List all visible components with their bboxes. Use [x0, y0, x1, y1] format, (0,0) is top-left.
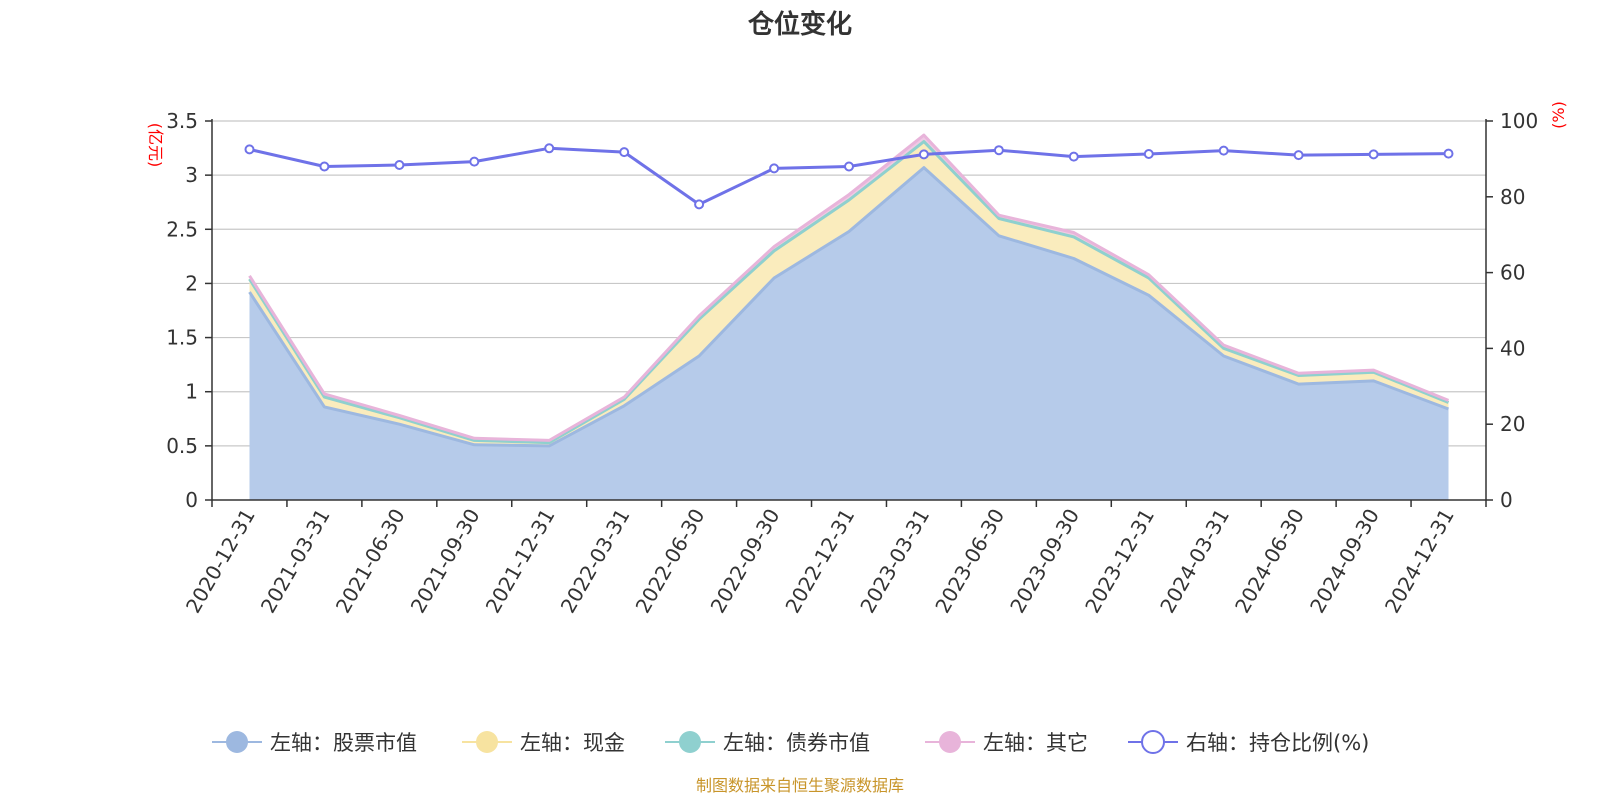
area-2 — [249, 141, 1449, 446]
ratio-point — [993, 145, 1004, 156]
position-ratio-line — [244, 143, 1454, 210]
area-edge-1 — [248, 166, 1450, 448]
left-axis-tick-label: 3.5 — [166, 109, 198, 133]
ratio-point — [1218, 145, 1229, 156]
legend-label: 右轴：持仓比例(%) — [1186, 731, 1369, 755]
legend-label: 左轴：其它 — [983, 731, 1088, 755]
x-axis-tick-label: 2021-06-30 — [331, 505, 410, 618]
area-1 — [249, 167, 1449, 500]
legend-item: 左轴：债券市值 — [665, 731, 870, 755]
x-axis-tick-label: 2023-09-30 — [1005, 505, 1084, 618]
x-axis-tick-label: 2022-06-30 — [631, 505, 710, 618]
legend-filled-circle-icon — [226, 731, 248, 753]
legend-item: 右轴：持仓比例(%) — [1128, 730, 1369, 755]
ratio-point — [394, 160, 405, 170]
ratio-point — [619, 147, 630, 158]
right-axis-tick-label: 20 — [1500, 412, 1525, 436]
legend-label: 左轴：现金 — [520, 731, 625, 755]
legend-label: 左轴：股票市值 — [270, 731, 417, 755]
ratio-point — [844, 161, 854, 172]
ratio-point — [918, 149, 929, 160]
ratio-point — [769, 163, 780, 174]
x-axis-tick-label: 2024-03-31 — [1155, 505, 1234, 618]
ratio-point — [244, 144, 255, 155]
x-axis-tick-label: 2024-06-30 — [1230, 505, 1309, 618]
legend-hollow-circle-icon — [1141, 730, 1165, 754]
left-axis-tick-label: 2 — [185, 271, 198, 295]
area-edge-4 — [248, 133, 1450, 442]
data-source-note: 制图数据来自恒生聚源数据库 — [696, 776, 904, 795]
left-axis-tick-label: 1 — [185, 380, 198, 404]
legend-item: 左轴：其它 — [925, 731, 1088, 755]
right-axis-unit: (%) — [1549, 101, 1568, 129]
x-axis-tick-label: 2024-09-30 — [1305, 505, 1384, 618]
left-axis-tick-label: 0.5 — [166, 434, 198, 458]
x-axis-tick-label: 2023-03-31 — [855, 505, 934, 618]
stacked-areas — [248, 133, 1450, 500]
legend: 左轴：股票市值 左轴：现金 左轴：债券市值 左轴：其它 右轴：持仓比例(%) — [212, 730, 1369, 755]
ratio-point — [319, 161, 330, 172]
area-edge-3 — [248, 140, 1450, 445]
ratio-point — [694, 199, 705, 210]
x-axis-tick-label: 2021-12-31 — [481, 505, 560, 618]
legend-item: 左轴：现金 — [462, 731, 625, 755]
left-axis-tick-label: 0 — [185, 488, 198, 512]
right-axis-tick-label: 0 — [1500, 488, 1513, 512]
left-axis-tick-label: 2.5 — [166, 217, 198, 241]
ratio-point — [1443, 148, 1454, 159]
right-axis-tick-label: 80 — [1500, 185, 1525, 209]
left-axis-unit: (亿元) — [146, 123, 165, 168]
legend-filled-circle-icon — [679, 731, 701, 753]
x-axis-tick-label: 2020-12-31 — [181, 505, 260, 618]
ratio-point — [1368, 149, 1379, 160]
legend-item: 左轴：股票市值 — [212, 731, 417, 755]
ratio-point — [544, 143, 555, 154]
x-axis-tick-label: 2024-12-31 — [1380, 505, 1459, 618]
right-axis-tick-label: 40 — [1500, 336, 1525, 360]
left-axis-tick-label: 3 — [185, 163, 198, 187]
x-axis-tick-label: 2023-06-30 — [930, 505, 1009, 618]
ratio-point — [1068, 151, 1079, 162]
chart-title: 仓位变化 — [747, 9, 852, 40]
right-axis-tick-label: 100 — [1500, 109, 1538, 133]
area-4 — [249, 135, 1449, 443]
ratio-point — [1143, 149, 1154, 159]
right-axis-tick-label: 60 — [1500, 261, 1525, 285]
legend-filled-circle-icon — [476, 731, 498, 753]
x-axis-tick-label: 2023-12-31 — [1080, 505, 1159, 618]
x-axis-tick-label: 2022-03-31 — [556, 505, 635, 618]
legend-filled-circle-icon — [939, 731, 961, 753]
left-axis-tick-label: 1.5 — [166, 326, 198, 350]
x-axis-tick-label: 2021-09-30 — [406, 505, 485, 618]
x-axis-tick-label: 2021-03-31 — [256, 505, 335, 618]
x-axis-tick-label: 2022-12-31 — [780, 505, 859, 618]
ratio-point — [1293, 150, 1304, 161]
ratio-point — [469, 156, 480, 167]
x-axis-tick-label: 2022-09-30 — [706, 505, 785, 618]
legend-label: 左轴：债券市值 — [723, 731, 870, 755]
